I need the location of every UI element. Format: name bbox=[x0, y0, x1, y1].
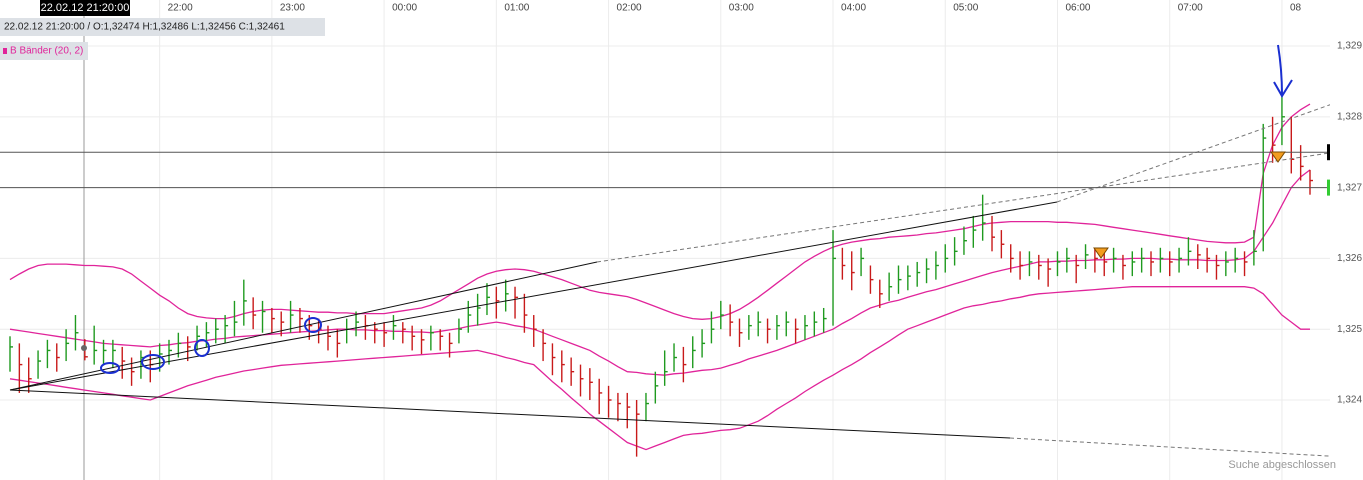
band-middle bbox=[9, 169, 1311, 376]
y-tick-label: 1,324 bbox=[1337, 395, 1362, 406]
crosshair-dot bbox=[81, 345, 87, 351]
x-tick-label: 00:00 bbox=[392, 3, 417, 14]
header-time: 22.02.12 21:20:00 bbox=[41, 2, 130, 14]
order-marker bbox=[1270, 151, 1286, 163]
trend-line bbox=[9, 201, 1058, 391]
y-axis: 1,329 1,328 1,327 1,326 1,325 1,324 bbox=[1330, 0, 1363, 480]
trend-line-extension bbox=[1009, 437, 1363, 459]
header-box bbox=[40, 0, 130, 16]
x-tick-label: 04:00 bbox=[841, 3, 866, 14]
y-tick-label: 1,329 bbox=[1337, 41, 1362, 52]
bars bbox=[9, 88, 1313, 457]
band-upper bbox=[9, 103, 1311, 320]
x-tick-label: 07:00 bbox=[1178, 3, 1203, 14]
trend-line bbox=[9, 261, 598, 391]
circle-mark bbox=[100, 362, 120, 374]
indicator-label: B Bänder (20, 2) bbox=[10, 46, 83, 57]
order-marker bbox=[1093, 247, 1109, 259]
axis-background bbox=[1330, 0, 1363, 480]
bands bbox=[9, 103, 1311, 451]
band-lower bbox=[9, 286, 1310, 451]
x-tick-label: 03:00 bbox=[729, 3, 754, 14]
x-tick-label: 08 bbox=[1290, 3, 1302, 14]
trend-line-extension bbox=[1056, 92, 1363, 203]
ohlc-text: 22.02.12 21:20:00 / O:1,32474 H:1,32486 … bbox=[4, 22, 285, 33]
annotations bbox=[100, 44, 1293, 374]
x-tick-label: 23:00 bbox=[280, 3, 305, 14]
circle-mark bbox=[141, 354, 165, 370]
y-tick-label: 1,328 bbox=[1337, 111, 1362, 122]
x-axis: 22:00 23:00 00:00 01:00 02:00 03:00 04:00 05:00… bbox=[168, 3, 1302, 14]
x-tick-label: 05:00 bbox=[953, 3, 978, 14]
x-tick-label: 22:00 bbox=[168, 3, 193, 14]
y-tick-label: 1,325 bbox=[1337, 324, 1362, 335]
time-axis bbox=[0, 0, 1363, 16]
circle-mark bbox=[304, 317, 322, 333]
x-tick-label: 06:00 bbox=[1065, 3, 1090, 14]
ohlc-box bbox=[0, 18, 325, 36]
trend-line bbox=[9, 389, 1011, 439]
y-tick-label: 1,327 bbox=[1337, 182, 1362, 193]
trend-line-extension bbox=[596, 147, 1363, 263]
trend-lines bbox=[9, 92, 1363, 459]
status: Suche abgeschlossen bbox=[1228, 459, 1336, 471]
indicator-swatch bbox=[3, 48, 7, 54]
indicator-box bbox=[0, 42, 88, 60]
x-tick-label: 02:00 bbox=[617, 3, 642, 14]
x-tick-label: 01:00 bbox=[504, 3, 529, 14]
arrow bbox=[1273, 44, 1293, 98]
circle-mark bbox=[194, 339, 210, 357]
y-tick-label: 1,326 bbox=[1337, 253, 1362, 264]
